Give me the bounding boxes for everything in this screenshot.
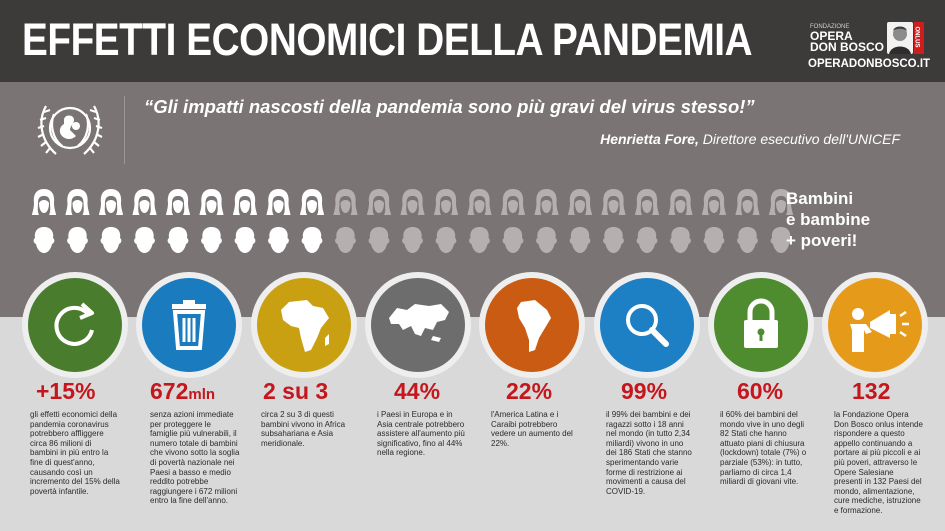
girl-head-icon: [233, 189, 257, 215]
magnifier-icon: [600, 278, 694, 372]
quote-band: [0, 82, 945, 177]
quote-divider: [124, 96, 125, 164]
girl-head-icon: [65, 189, 90, 215]
boy-head-icon: [301, 227, 323, 253]
boy-head-icon: [201, 227, 222, 253]
girl-head-icon: [467, 189, 492, 215]
children-label-line1: Bambini: [786, 189, 854, 208]
boy-head-icon: [167, 227, 189, 253]
girl-head-icon: [635, 189, 659, 215]
megaphone-person-icon: [828, 278, 922, 372]
boy-head-icon: [234, 227, 256, 253]
girl-head-icon: [300, 189, 324, 215]
boy-head-icon: [603, 227, 624, 253]
website-link[interactable]: OPERADONBOSCO.IT: [808, 58, 931, 70]
stat-7: 60%: [737, 378, 784, 404]
girl-head-icon: [400, 189, 425, 215]
un-emblem-icon: [32, 96, 108, 164]
girl-head-icon: [99, 189, 123, 215]
desc-4: i Paesi in Europa e in Asia centrale pot…: [377, 410, 465, 458]
trash-icon: [142, 278, 236, 372]
boy-head-icon: [569, 227, 591, 253]
boy-head-icon: [703, 227, 725, 253]
logo-foundation-text: FONDAZIONE: [810, 24, 850, 30]
boy-head-icon: [100, 227, 122, 253]
boy-head-icon: [368, 227, 390, 253]
boy-head-icon: [435, 227, 457, 253]
children-label-line3: + poveri!: [786, 231, 858, 250]
children-pictogram-grid: [32, 189, 793, 253]
boy-head-icon: [268, 227, 289, 253]
boy-head-icon: [67, 227, 88, 253]
boy-head-icon: [469, 227, 490, 253]
africa-icon: [257, 278, 351, 372]
desc-5: l'America Latina e i Caraibi potrebbero …: [491, 410, 573, 448]
children-label-line2: e bambine: [786, 210, 871, 229]
boy-head-icon: [770, 227, 792, 253]
boy-head-icon: [636, 227, 658, 253]
girl-head-icon: [769, 189, 793, 215]
stat-4: 44%: [394, 378, 441, 404]
header-bar: [0, 0, 945, 82]
page-title: EFFETTI ECONOMICI DELLA PANDEMIA: [22, 14, 753, 65]
girl-head-icon: [266, 189, 291, 215]
quote-text: “Gli impatti nascosti della pandemia son…: [144, 96, 755, 117]
desc-1: gli effetti economici della pandemia cor…: [30, 410, 120, 496]
desc-2: senza azioni immediate per proteggere le…: [150, 410, 240, 506]
desc-8: la Fondazione Opera Don Bosco onlus inte…: [834, 410, 923, 515]
boy-head-icon: [670, 227, 691, 253]
children-label: Bambini e bambine + poveri!: [786, 188, 870, 251]
girl-head-icon: [668, 189, 693, 215]
item-circle-6: [594, 272, 700, 378]
onlus-badge: ONLUS: [914, 22, 924, 54]
europe-asia-icon: [371, 278, 465, 372]
item-circle-4: [365, 272, 471, 378]
south-america-icon: [485, 278, 579, 372]
quote-author: Henrietta Fore, Direttore esecutivo dell…: [600, 131, 900, 147]
refresh-icon: [28, 278, 122, 372]
girl-head-icon: [702, 189, 726, 215]
item-circle-7: [708, 272, 814, 378]
boy-head-icon: [502, 227, 524, 253]
item-circle-2: [136, 272, 242, 378]
girl-head-icon: [333, 189, 358, 215]
girl-head-icon: [601, 189, 626, 215]
stat-3: 2 su 3: [263, 378, 329, 404]
boy-head-icon: [33, 227, 55, 253]
desc-7: il 60% dei bambini del mondo vive in uno…: [720, 410, 807, 487]
girl-head-icon: [735, 189, 760, 215]
boy-head-icon: [737, 227, 758, 253]
girl-head-icon: [166, 189, 190, 215]
item-circle-8: [822, 272, 928, 378]
stat-8: 132: [852, 378, 891, 404]
girl-head-icon: [501, 189, 525, 215]
stat-6: 99%: [621, 378, 668, 404]
stat-5: 22%: [506, 378, 553, 404]
boy-head-icon: [335, 227, 356, 253]
logo-don-bosco-text: DON BOSCO: [810, 40, 885, 54]
girl-head-icon: [199, 189, 224, 215]
author-name: Henrietta Fore,: [600, 131, 699, 147]
girl-head-icon: [367, 189, 391, 215]
padlock-icon: [714, 278, 808, 372]
desc-3: circa 2 su 3 di questi bambini vivono in…: [261, 410, 346, 448]
girl-head-icon: [132, 189, 157, 215]
desc-6: il 99% dei bambini e dei ragazzi sotto i…: [606, 410, 692, 496]
girl-head-icon: [32, 189, 56, 215]
don-bosco-portrait-icon: [887, 22, 913, 54]
item-circle-3: [251, 272, 357, 378]
stat-1: +15%: [36, 378, 96, 404]
boy-head-icon: [134, 227, 155, 253]
boy-head-icon: [402, 227, 423, 253]
girl-head-icon: [434, 189, 458, 215]
stat-2: 672mln: [150, 378, 216, 404]
girl-head-icon: [534, 189, 559, 215]
boy-head-icon: [536, 227, 557, 253]
logo-opera-text: OPERA: [810, 29, 853, 43]
author-role: Direttore esecutivo dell'UNICEF: [698, 131, 900, 147]
opera-don-bosco-logo[interactable]: FONDAZIONE OPERA DON BOSCO ONLUS OPERADO…: [808, 22, 930, 72]
item-circle-1: [22, 272, 128, 378]
item-circle-5: [479, 272, 585, 378]
girl-head-icon: [568, 189, 592, 215]
